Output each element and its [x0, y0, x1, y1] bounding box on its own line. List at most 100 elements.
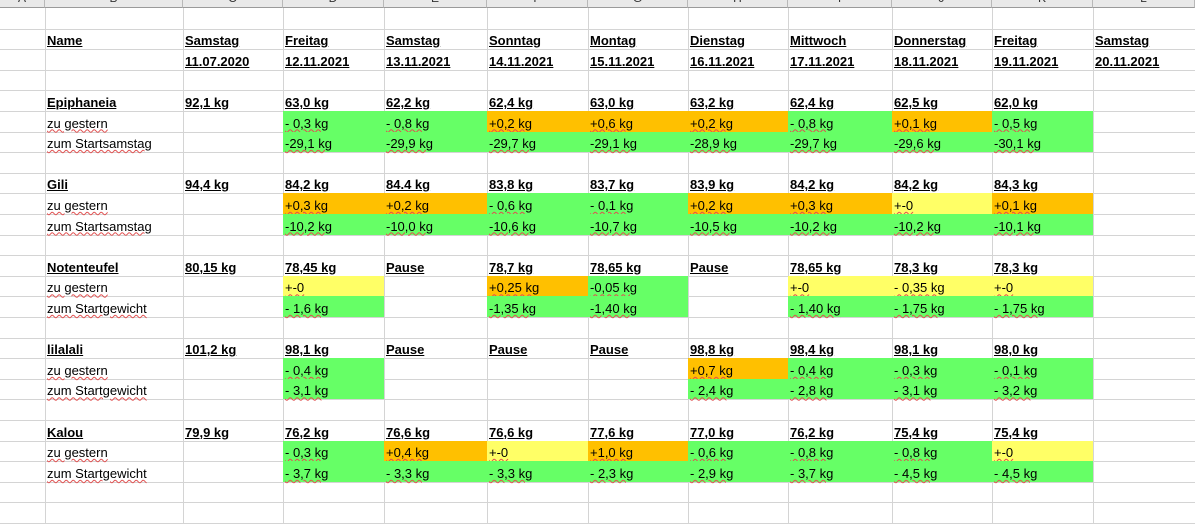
- column-header[interactable]: E: [384, 0, 487, 8]
- cell[interactable]: [45, 69, 184, 92]
- cell[interactable]: - 2,3 kg: [588, 461, 689, 483]
- cell[interactable]: - 0,35 kg: [892, 275, 993, 298]
- cell[interactable]: 94,4 kg: [183, 172, 284, 195]
- cell[interactable]: [1093, 358, 1195, 380]
- column-header[interactable]: H: [688, 0, 788, 8]
- cell[interactable]: - 0,6 kg: [688, 440, 789, 463]
- cell[interactable]: [1093, 173, 1195, 195]
- cell[interactable]: [183, 234, 284, 257]
- cell[interactable]: [0, 8, 46, 30]
- cell[interactable]: [0, 481, 46, 504]
- cell[interactable]: +-0: [992, 275, 1094, 298]
- cell[interactable]: 101,2 kg: [183, 337, 284, 360]
- cell[interactable]: [1093, 441, 1195, 463]
- cell[interactable]: 98,1 kg: [892, 337, 993, 360]
- cell[interactable]: [588, 317, 689, 339]
- cell[interactable]: [588, 69, 689, 92]
- cell[interactable]: 78,65 kg: [788, 255, 893, 277]
- cell[interactable]: [688, 8, 789, 30]
- cell[interactable]: 16.11.2021: [688, 49, 789, 71]
- cell[interactable]: [788, 502, 893, 524]
- cell[interactable]: zu gestern: [45, 111, 184, 133]
- cell[interactable]: [788, 152, 893, 174]
- cell[interactable]: [788, 399, 893, 421]
- cell[interactable]: Gili: [45, 172, 184, 195]
- cell[interactable]: Pause: [487, 337, 589, 360]
- column-header[interactable]: G: [588, 0, 688, 8]
- cell[interactable]: - 3,7 kg: [283, 461, 385, 483]
- cell[interactable]: [0, 275, 46, 298]
- cell[interactable]: 63,0 kg: [588, 90, 689, 112]
- cell[interactable]: [384, 8, 488, 30]
- column-header[interactable]: J: [892, 0, 992, 8]
- cell[interactable]: [0, 255, 46, 277]
- cell[interactable]: [892, 481, 993, 504]
- cell[interactable]: [0, 214, 46, 236]
- cell[interactable]: Montag: [588, 28, 689, 51]
- cell[interactable]: [183, 275, 284, 298]
- cell[interactable]: -10,1 kg: [992, 214, 1094, 236]
- cell[interactable]: 77,0 kg: [688, 420, 789, 442]
- cell[interactable]: [183, 399, 284, 421]
- cell[interactable]: Samstag: [384, 28, 488, 51]
- column-header[interactable]: D: [283, 0, 384, 8]
- cell[interactable]: -10,2 kg: [788, 214, 893, 236]
- cell[interactable]: [1093, 338, 1195, 360]
- cell[interactable]: [588, 358, 689, 380]
- cell[interactable]: [384, 378, 488, 401]
- cell[interactable]: [183, 481, 284, 504]
- cell[interactable]: - 2,9 kg: [688, 461, 789, 483]
- cell[interactable]: [384, 317, 488, 339]
- cell[interactable]: 12.11.2021: [283, 49, 385, 71]
- cell[interactable]: Kalou: [45, 420, 184, 442]
- cell[interactable]: 62,4 kg: [487, 90, 589, 112]
- cell[interactable]: [0, 152, 46, 174]
- cell[interactable]: - 0,8 kg: [892, 440, 993, 463]
- cell[interactable]: zum Startsamstag: [45, 131, 184, 154]
- cell[interactable]: -30,1 kg: [992, 131, 1094, 154]
- cell[interactable]: [788, 481, 893, 504]
- cell[interactable]: [588, 502, 689, 524]
- cell[interactable]: [487, 399, 589, 421]
- cell[interactable]: -29,1 kg: [588, 131, 689, 154]
- cell[interactable]: [45, 8, 184, 30]
- column-header[interactable]: C: [183, 0, 283, 8]
- cell[interactable]: [283, 502, 385, 524]
- cell[interactable]: [892, 69, 993, 92]
- cell[interactable]: 62,2 kg: [384, 90, 488, 112]
- cell[interactable]: +0,2 kg: [384, 193, 488, 215]
- cell[interactable]: 11.07.2020: [183, 49, 284, 71]
- cell[interactable]: [1093, 399, 1195, 421]
- cell[interactable]: [384, 152, 488, 174]
- cell[interactable]: +0,4 kg: [384, 440, 488, 463]
- cell[interactable]: [283, 8, 385, 30]
- cell[interactable]: [283, 234, 385, 257]
- cell[interactable]: +-0: [283, 275, 385, 298]
- cell[interactable]: 14.11.2021: [487, 49, 589, 71]
- column-header[interactable]: F: [487, 0, 588, 8]
- cell[interactable]: [1093, 8, 1195, 30]
- cell[interactable]: [892, 399, 993, 421]
- cell[interactable]: [0, 358, 46, 380]
- cell[interactable]: [183, 131, 284, 154]
- cell[interactable]: [487, 8, 589, 30]
- column-header[interactable]: B: [45, 0, 183, 8]
- cell[interactable]: [1093, 296, 1195, 318]
- cell[interactable]: 84,2 kg: [283, 172, 385, 195]
- cell[interactable]: 76,6 kg: [487, 420, 589, 442]
- cell[interactable]: [45, 502, 184, 524]
- cell[interactable]: -10,7 kg: [588, 214, 689, 236]
- cell[interactable]: Pause: [688, 255, 789, 277]
- cell[interactable]: [283, 69, 385, 92]
- cell[interactable]: [1093, 90, 1195, 112]
- cell[interactable]: -10,0 kg: [384, 214, 488, 236]
- cell[interactable]: 77,6 kg: [588, 420, 689, 442]
- cell[interactable]: [45, 152, 184, 174]
- cell[interactable]: [183, 111, 284, 133]
- cell[interactable]: [487, 69, 589, 92]
- cell[interactable]: [1093, 152, 1195, 174]
- cell[interactable]: [0, 90, 46, 112]
- cell[interactable]: [688, 399, 789, 421]
- cell[interactable]: [0, 420, 46, 442]
- cell[interactable]: -29,7 kg: [788, 131, 893, 154]
